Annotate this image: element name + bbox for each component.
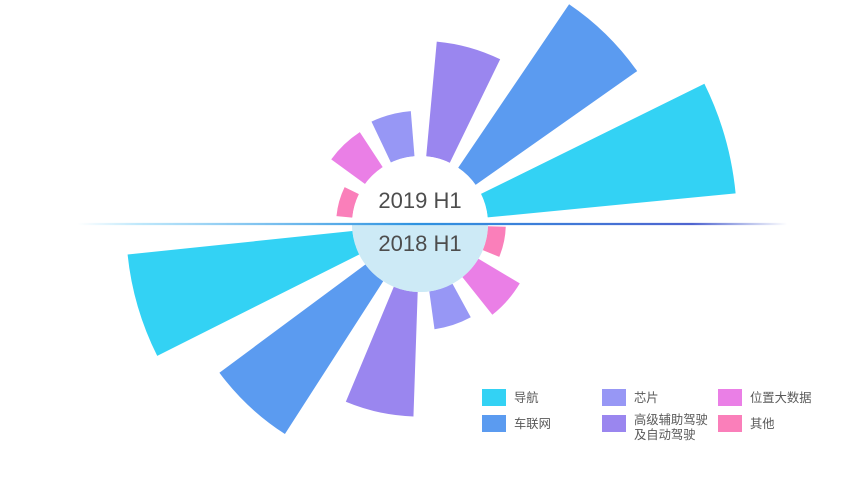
svg-text:2019 H1: 2019 H1: [378, 188, 461, 213]
svg-text:2018 H1: 2018 H1: [378, 231, 461, 256]
svg-text:其他: 其他: [750, 417, 775, 431]
svg-text:导航: 导航: [514, 390, 539, 405]
svg-text:芯片: 芯片: [634, 391, 659, 405]
svg-text:位置大数据: 位置大数据: [750, 390, 812, 405]
svg-text:及自动驾驶: 及自动驾驶: [634, 427, 696, 442]
svg-text:车联网: 车联网: [514, 416, 551, 431]
svg-text:高级辅助驾驶: 高级辅助驾驶: [634, 412, 708, 427]
